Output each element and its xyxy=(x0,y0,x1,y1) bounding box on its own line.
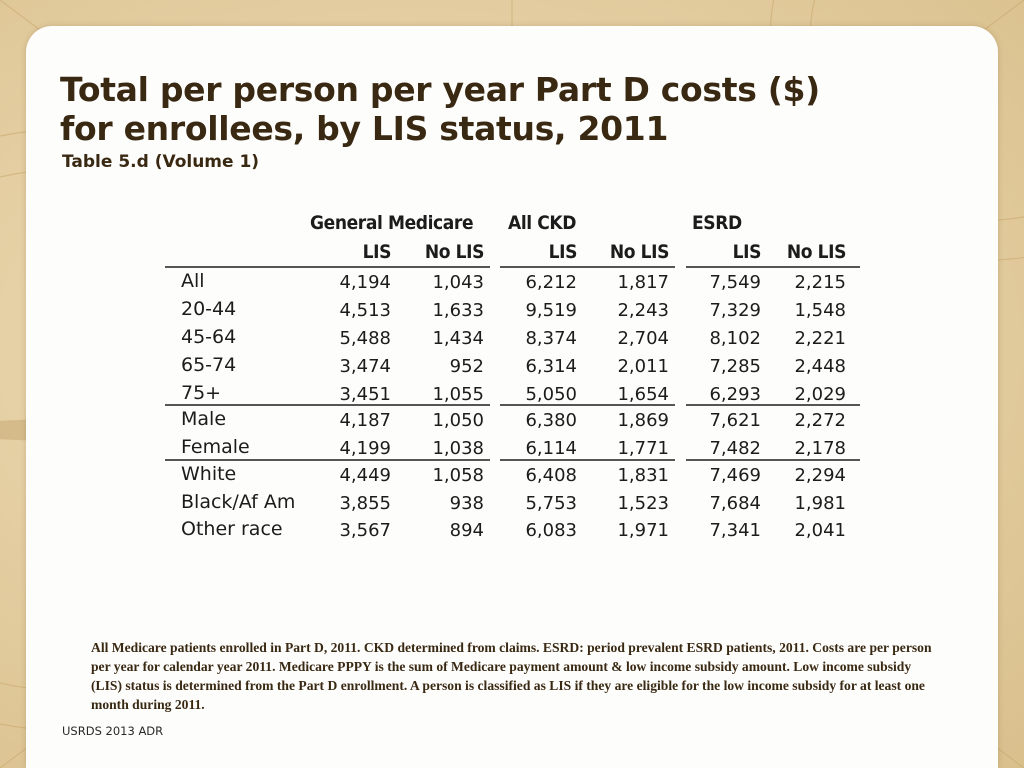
table-cell: 2,029 xyxy=(794,384,846,405)
table-cell: 6,212 xyxy=(525,272,577,293)
table-cell: 6,408 xyxy=(525,465,577,486)
table-cell: 6,114 xyxy=(525,438,577,459)
row-label: Female xyxy=(181,436,250,458)
source-label: USRDS 2013 ADR xyxy=(62,724,164,738)
row-label: White xyxy=(181,463,237,485)
table-cell: 1,817 xyxy=(617,272,669,293)
table-cell: 1,058 xyxy=(432,465,484,486)
table-divider xyxy=(500,266,675,268)
table-cell: 7,341 xyxy=(709,520,761,541)
table-divider xyxy=(500,404,675,406)
slide-title: Total per person per year Part D costs (… xyxy=(60,70,820,148)
table-cell: 8,102 xyxy=(709,328,761,349)
row-label: All xyxy=(181,270,205,292)
table-cell: 5,488 xyxy=(339,328,391,349)
column-group-header: ESRD xyxy=(692,212,742,234)
table-cell: 1,434 xyxy=(432,328,484,349)
table-cell: 1,633 xyxy=(432,300,484,321)
table-divider xyxy=(500,459,675,461)
column-header: No LIS xyxy=(609,241,670,263)
table-divider xyxy=(165,459,490,461)
table-cell: 1,654 xyxy=(617,384,669,405)
table-cell: 4,449 xyxy=(339,465,391,486)
table-cell: 1,869 xyxy=(617,410,669,431)
row-label: Male xyxy=(181,408,227,430)
table-cell: 7,549 xyxy=(709,272,761,293)
table-cell: 9,519 xyxy=(525,300,577,321)
column-group-header: General Medicare xyxy=(310,212,474,234)
table-cell: 7,469 xyxy=(709,465,761,486)
table-cell: 2,704 xyxy=(617,328,669,349)
slide-content-card xyxy=(26,26,998,768)
table-cell: 1,043 xyxy=(432,272,484,293)
table-cell: 1,050 xyxy=(432,410,484,431)
footnote: All Medicare patients enrolled in Part D… xyxy=(91,640,932,712)
table-cell: 952 xyxy=(449,356,484,377)
row-label: Black/Af Am xyxy=(181,491,296,513)
table-cell: 4,194 xyxy=(339,272,391,293)
row-label: Other race xyxy=(181,518,283,540)
table-cell: 2,272 xyxy=(794,410,846,431)
table-cell: 2,178 xyxy=(794,438,846,459)
table-cell: 1,523 xyxy=(617,493,669,514)
column-header: LIS xyxy=(732,241,762,263)
table-cell: 6,083 xyxy=(525,520,577,541)
row-label: 45-64 xyxy=(181,326,237,348)
column-group-header: All CKD xyxy=(508,212,577,234)
column-header: LIS xyxy=(362,241,392,263)
table-cell: 1,548 xyxy=(794,300,846,321)
table-cell: 2,041 xyxy=(794,520,846,541)
table-cell: 1,971 xyxy=(617,520,669,541)
table-cell: 3,855 xyxy=(339,493,391,514)
column-header: No LIS xyxy=(424,241,485,263)
table-cell: 3,474 xyxy=(339,356,391,377)
row-label: 65-74 xyxy=(181,354,237,376)
slide-subtitle: Table 5.d (Volume 1) xyxy=(62,152,260,172)
table-cell: 3,451 xyxy=(339,384,391,405)
table-divider xyxy=(686,459,860,461)
table-divider xyxy=(686,266,860,268)
table-cell: 5,753 xyxy=(525,493,577,514)
table-cell: 6,380 xyxy=(525,410,577,431)
table-cell: 2,243 xyxy=(617,300,669,321)
table-cell: 6,293 xyxy=(709,384,761,405)
table-cell: 894 xyxy=(449,520,484,541)
table-cell: 938 xyxy=(449,493,484,514)
table-cell: 2,448 xyxy=(794,356,846,377)
table-cell: 7,285 xyxy=(709,356,761,377)
table-divider xyxy=(165,266,490,268)
table-cell: 2,011 xyxy=(617,356,669,377)
table-cell: 7,329 xyxy=(709,300,761,321)
table-cell: 7,482 xyxy=(709,438,761,459)
table-cell: 4,187 xyxy=(339,410,391,431)
table-cell: 7,684 xyxy=(709,493,761,514)
table-cell: 3,567 xyxy=(339,520,391,541)
table-cell: 5,050 xyxy=(525,384,577,405)
table-cell: 1,831 xyxy=(617,465,669,486)
table-cell: 2,221 xyxy=(794,328,846,349)
table-cell: 1,055 xyxy=(432,384,484,405)
table-cell: 7,621 xyxy=(709,410,761,431)
table-divider xyxy=(686,404,860,406)
table-cell: 4,199 xyxy=(339,438,391,459)
table-cell: 1,981 xyxy=(794,493,846,514)
table-cell: 4,513 xyxy=(339,300,391,321)
table-cell: 2,294 xyxy=(794,465,846,486)
column-header: No LIS xyxy=(786,241,847,263)
table-cell: 1,771 xyxy=(617,438,669,459)
table-cell: 2,215 xyxy=(794,272,846,293)
row-label: 75+ xyxy=(181,382,222,404)
table-divider xyxy=(165,404,490,406)
table-cell: 6,314 xyxy=(525,356,577,377)
table-cell: 1,038 xyxy=(432,438,484,459)
table-cell: 8,374 xyxy=(525,328,577,349)
column-header: LIS xyxy=(548,241,578,263)
row-label: 20-44 xyxy=(181,298,237,320)
